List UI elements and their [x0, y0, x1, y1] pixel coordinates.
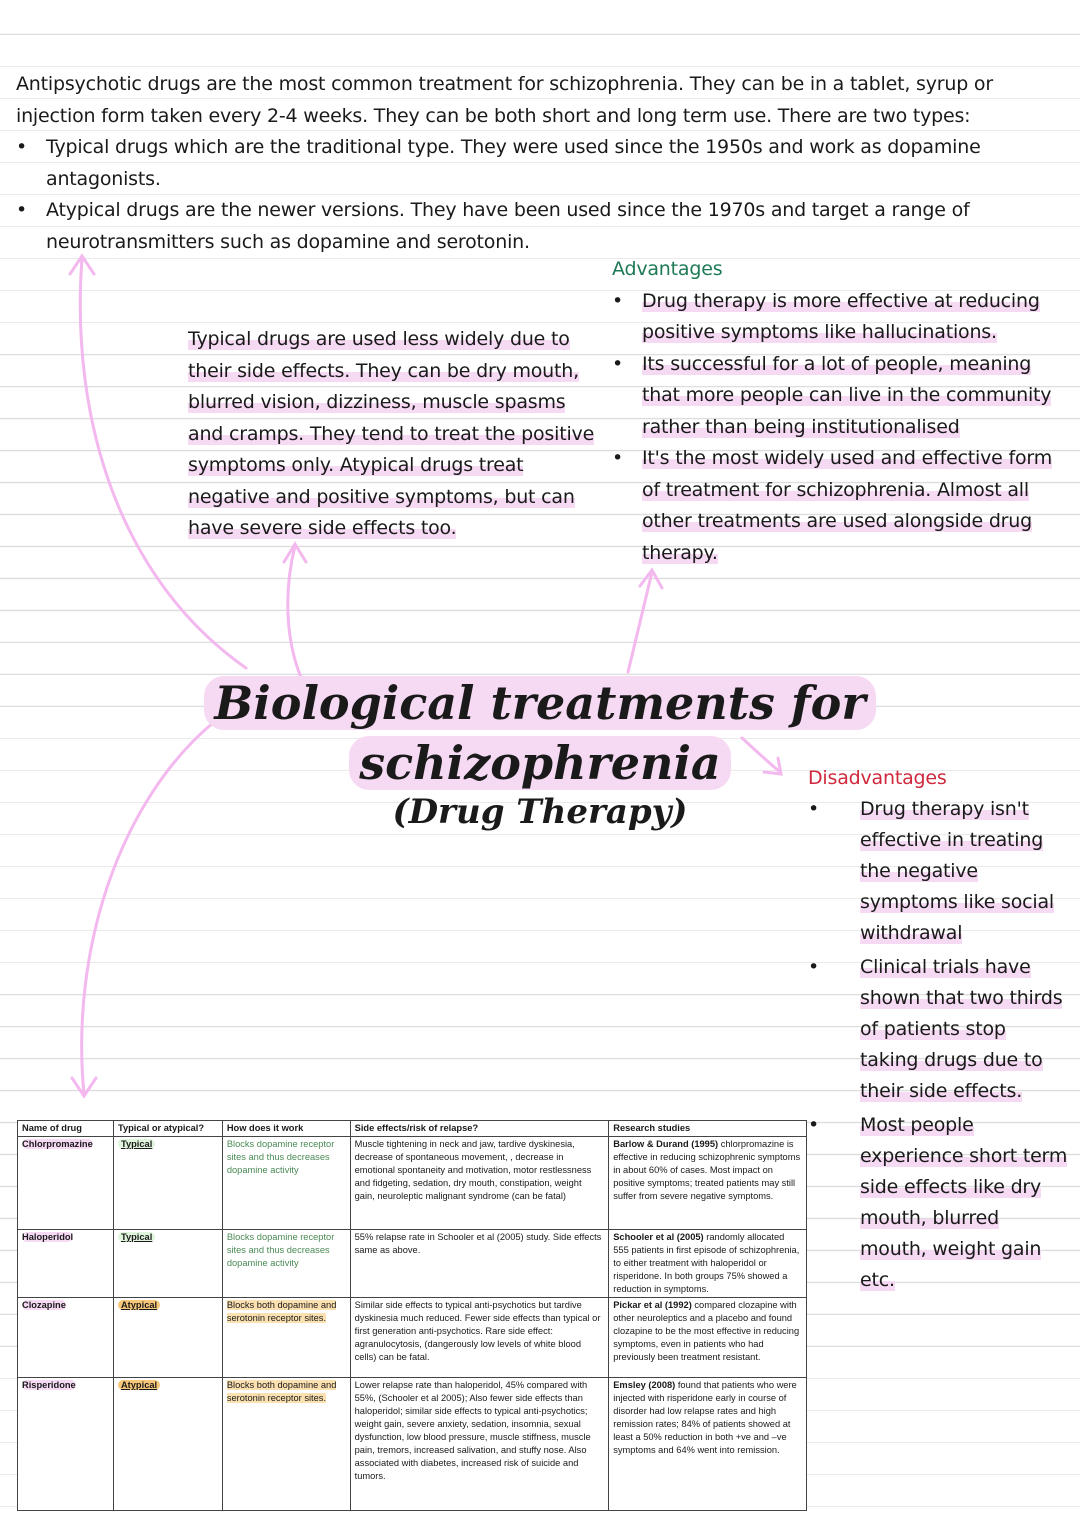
intro-bullet-atypical: Atypical drugs are the newer versions. T…: [16, 195, 1066, 258]
drug-name: Haloperidol: [22, 1232, 74, 1242]
page-subtitle: (Drug Therapy): [392, 792, 688, 832]
research-study: Schooler et al (2005) randomly allocated…: [608, 1229, 807, 1298]
table-header-row: Name of drug Typical or atypical? How do…: [17, 1120, 807, 1137]
side-effects-note: Typical drugs are used less widely due t…: [188, 328, 595, 539]
research-study: Barlow & Durand (1995) chlorpromazine is…: [608, 1136, 807, 1230]
intro-bullet-typical: Typical drugs which are the traditional …: [16, 132, 1066, 195]
side-effects: 55% relapse rate in Schooler et al (2005…: [349, 1229, 610, 1298]
disadvantages-heading: Disadvantages: [808, 767, 947, 789]
disadvantages-section: Disadvantages Drug therapy isn't effecti…: [808, 763, 1068, 1296]
mechanism: Blocks both dopamine and serotonin recep…: [226, 1380, 337, 1403]
drug-name: Clozapine: [22, 1300, 66, 1310]
drug-type: Typical: [117, 1139, 156, 1149]
advantages-heading: Advantages: [612, 258, 723, 280]
column-header: Name of drug: [17, 1120, 114, 1137]
column-header: Research studies: [608, 1120, 807, 1137]
drug-name: Chlorpromazine: [22, 1139, 93, 1149]
disadvantage-item: Most people experience short term side e…: [860, 1114, 1068, 1291]
column-header: How does it work: [221, 1120, 351, 1137]
column-header: Typical or atypical?: [112, 1120, 223, 1137]
drug-comparison-table: Name of drug Typical or atypical? How do…: [17, 1120, 807, 1511]
advantages-section: Advantages Drug therapy is more effectiv…: [612, 254, 1052, 569]
research-study: Pickar et al (1992) compared clozapine w…: [608, 1297, 807, 1378]
arrow-to-table: [70, 720, 216, 1099]
drug-name: Risperidone: [22, 1380, 76, 1390]
side-effects: Similar side effects to typical anti-psy…: [349, 1297, 610, 1378]
column-header: Side effects/risk of relapse?: [349, 1120, 610, 1137]
side-effects: Lower relapse rate than haloperidol, 45%…: [349, 1377, 610, 1511]
disadvantage-item: Drug therapy isn't effective in treating…: [860, 798, 1055, 944]
advantage-item: It's the most widely used and effective …: [642, 447, 1053, 564]
drug-type: Typical: [117, 1232, 156, 1242]
research-study: Emsley (2008) found that patients who we…: [608, 1377, 807, 1511]
table-row: Haloperidol Typical Blocks dopamine rece…: [17, 1229, 807, 1298]
drug-type: Atypical: [117, 1380, 161, 1390]
mechanism: Blocks both dopamine and serotonin recep…: [226, 1300, 337, 1323]
mechanism: Blocks dopamine receptor sites and thus …: [221, 1229, 351, 1298]
side-effects: Muscle tightening in neck and jaw, tardi…: [349, 1136, 610, 1230]
mechanism: Blocks dopamine receptor sites and thus …: [221, 1136, 351, 1230]
table-row: Chlorpromazine Typical Blocks dopamine r…: [17, 1136, 807, 1230]
intro-text: Antipsychotic drugs are the most common …: [16, 73, 993, 127]
page-title-line2: schizophrenia: [180, 736, 900, 790]
arrow-to-side-note: [282, 541, 308, 682]
page-title: Biological treatments for: [180, 676, 900, 730]
disadvantage-item: Clinical trials have shown that two thir…: [860, 956, 1063, 1102]
advantage-item: Its successful for a lot of people, mean…: [642, 352, 1052, 438]
table-row: Risperidone Atypical Blocks both dopamin…: [17, 1377, 807, 1511]
intro-section: Antipsychotic drugs are the most common …: [16, 69, 1066, 258]
table-row: Clozapine Atypical Blocks both dopamine …: [17, 1297, 807, 1378]
drug-type: Atypical: [117, 1300, 161, 1310]
arrow-to-advantages: [626, 567, 664, 674]
advantage-item: Drug therapy is more effective at reduci…: [642, 289, 1040, 343]
arrow-to-disadvantages: [740, 736, 783, 776]
